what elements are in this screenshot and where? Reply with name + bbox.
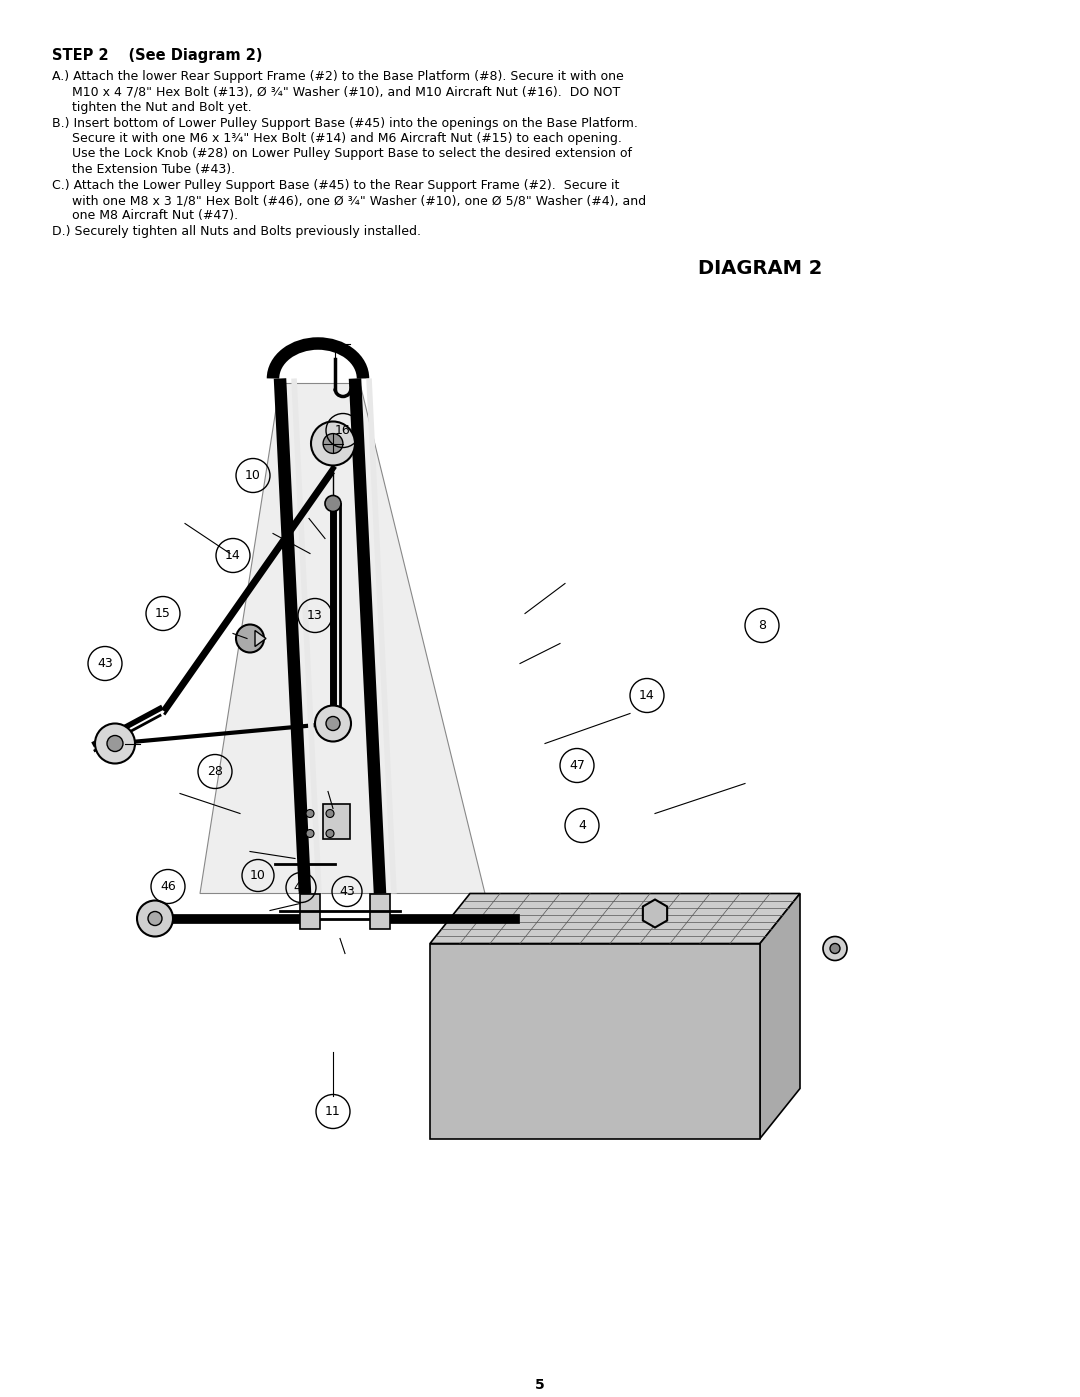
Text: B.) Insert bottom of Lower Pulley Support Base (#45) into the openings on the Ba: B.) Insert bottom of Lower Pulley Suppor…: [52, 116, 638, 130]
Text: one M8 Aircraft Nut (#47).: one M8 Aircraft Nut (#47).: [52, 210, 238, 222]
Polygon shape: [255, 630, 266, 647]
Circle shape: [823, 936, 847, 961]
Polygon shape: [200, 384, 485, 894]
Polygon shape: [430, 943, 760, 1139]
Text: 13: 13: [307, 609, 323, 622]
Text: 47: 47: [569, 759, 585, 773]
Circle shape: [107, 735, 123, 752]
Circle shape: [311, 422, 355, 465]
Circle shape: [669, 908, 671, 909]
Polygon shape: [370, 894, 390, 929]
Circle shape: [323, 433, 343, 454]
Circle shape: [95, 724, 135, 764]
Text: 16: 16: [335, 425, 351, 437]
Text: D.) Securely tighten all Nuts and Bolts previously installed.: D.) Securely tighten all Nuts and Bolts …: [52, 225, 421, 237]
Text: 43: 43: [97, 657, 113, 671]
Polygon shape: [643, 900, 667, 928]
Circle shape: [669, 908, 671, 909]
Text: 45: 45: [293, 882, 309, 894]
Polygon shape: [760, 894, 800, 1139]
Circle shape: [669, 908, 671, 909]
Polygon shape: [300, 894, 320, 929]
Circle shape: [669, 908, 671, 909]
Circle shape: [306, 830, 314, 837]
Text: 10: 10: [245, 469, 261, 482]
Text: (See Diagram 2): (See Diagram 2): [108, 47, 262, 63]
Text: 4: 4: [578, 819, 586, 833]
Text: 5: 5: [535, 1377, 545, 1391]
Text: 14: 14: [639, 689, 654, 703]
Text: Secure it with one M6 x 1¾" Hex Bolt (#14) and M6 Aircraft Nut (#15) to each ope: Secure it with one M6 x 1¾" Hex Bolt (#1…: [52, 131, 622, 145]
Text: 28: 28: [207, 766, 222, 778]
Text: 11: 11: [325, 1105, 341, 1118]
Text: 14: 14: [225, 549, 241, 562]
Circle shape: [237, 624, 264, 652]
Polygon shape: [430, 894, 800, 943]
Circle shape: [326, 717, 340, 731]
Text: 10: 10: [251, 869, 266, 882]
Circle shape: [326, 830, 334, 837]
Text: 43: 43: [339, 886, 355, 898]
Circle shape: [148, 911, 162, 925]
Text: M10 x 4 7/8" Hex Bolt (#13), Ø ¾" Washer (#10), and M10 Aircraft Nut (#16).  DO : M10 x 4 7/8" Hex Bolt (#13), Ø ¾" Washer…: [52, 85, 620, 99]
Text: 15: 15: [156, 608, 171, 620]
Polygon shape: [323, 803, 350, 838]
Text: DIAGRAM 2: DIAGRAM 2: [698, 258, 822, 278]
Text: Use the Lock Knob (#28) on Lower Pulley Support Base to select the desired exten: Use the Lock Knob (#28) on Lower Pulley …: [52, 148, 632, 161]
Text: with one M8 x 3 1/8" Hex Bolt (#46), one Ø ¾" Washer (#10), one Ø 5/8" Washer (#: with one M8 x 3 1/8" Hex Bolt (#46), one…: [52, 194, 646, 207]
Circle shape: [831, 943, 840, 954]
Circle shape: [669, 908, 671, 909]
Text: 8: 8: [758, 619, 766, 631]
Text: the Extension Tube (#43).: the Extension Tube (#43).: [52, 163, 235, 176]
Text: C.) Attach the Lower Pulley Support Base (#45) to the Rear Support Frame (#2).  : C.) Attach the Lower Pulley Support Base…: [52, 179, 619, 191]
Circle shape: [315, 705, 351, 742]
Circle shape: [137, 901, 173, 936]
Text: STEP 2: STEP 2: [52, 47, 109, 63]
Circle shape: [669, 908, 671, 909]
Circle shape: [306, 809, 314, 817]
Circle shape: [325, 496, 341, 511]
Text: 46: 46: [160, 880, 176, 893]
Text: tighten the Nut and Bolt yet.: tighten the Nut and Bolt yet.: [52, 101, 252, 115]
Text: A.) Attach the lower Rear Support Frame (#2) to the Base Platform (#8). Secure i: A.) Attach the lower Rear Support Frame …: [52, 70, 624, 82]
Circle shape: [326, 809, 334, 817]
